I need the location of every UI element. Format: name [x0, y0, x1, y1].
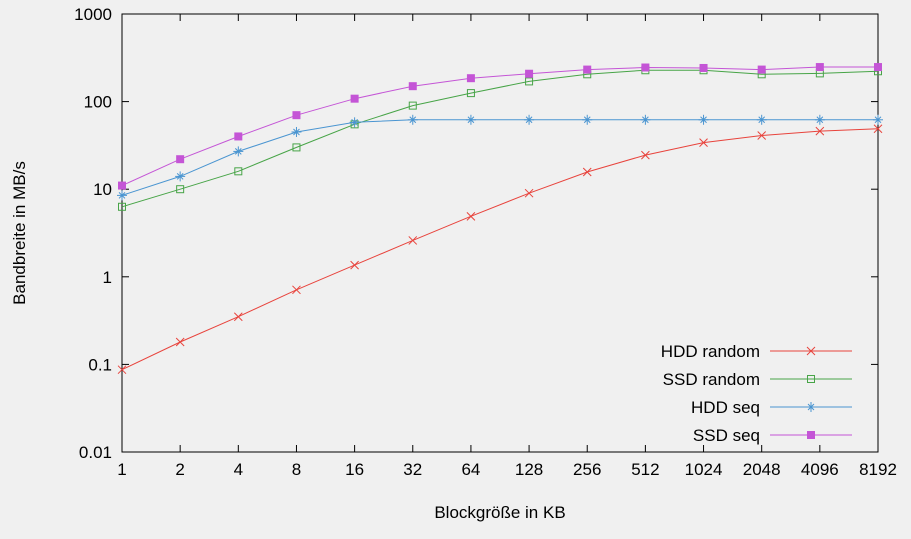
x-tick-label: 4096 — [801, 460, 839, 479]
y-axis-title: Bandbreite in MB/s — [10, 161, 29, 305]
asterisk-marker — [525, 116, 533, 124]
x-tick-label: 1024 — [685, 460, 723, 479]
legend-label: HDD seq — [691, 398, 760, 417]
open-square-marker — [234, 167, 243, 176]
cross-marker — [466, 211, 476, 221]
y-tick-label: 1000 — [74, 5, 112, 24]
asterisk-marker — [467, 116, 475, 124]
filled-square-marker — [815, 63, 824, 72]
filled-square-marker — [466, 74, 475, 83]
x-tick-label: 8192 — [859, 460, 897, 479]
x-tick-label: 2 — [175, 460, 184, 479]
x-tick-label: 128 — [515, 460, 543, 479]
filled-square-marker — [292, 111, 301, 120]
open-square-marker — [807, 375, 815, 383]
cross-marker — [582, 167, 592, 177]
legend: HDD random SSD random HDD seq SSD seq — [661, 342, 852, 445]
asterisk-marker — [118, 192, 126, 199]
x-tick-label: 256 — [573, 460, 601, 479]
cross-marker — [117, 365, 127, 375]
series-line-ssd-seq — [121, 66, 878, 187]
cross-marker — [524, 188, 534, 198]
cross-marker — [806, 346, 816, 356]
asterisk-marker — [758, 116, 766, 124]
cross-marker — [641, 150, 650, 160]
open-square-marker — [176, 185, 185, 194]
plot-border — [121, 13, 879, 453]
asterisk-marker — [700, 116, 707, 124]
filled-square-marker — [807, 431, 815, 439]
filled-square-marker — [525, 69, 534, 78]
open-square-marker — [292, 143, 301, 152]
asterisk-marker — [293, 128, 300, 136]
open-square-marker — [118, 202, 126, 211]
asterisk-marker — [874, 116, 882, 124]
legend-label: SSD seq — [693, 426, 760, 445]
filled-square-marker — [408, 82, 417, 91]
cross-marker — [873, 124, 883, 134]
legend-label: HDD random — [661, 342, 760, 361]
x-tick-label: 512 — [631, 460, 659, 479]
cross-marker — [175, 337, 185, 347]
x-axis-title: Blockgröße in KB — [434, 503, 565, 522]
y-tick-label: 0.1 — [88, 355, 112, 374]
y-tick-label: 1 — [103, 268, 112, 287]
asterisk-marker — [234, 148, 242, 155]
asterisk-marker — [583, 116, 591, 124]
asterisk-marker — [351, 118, 358, 126]
y-tick-label: 0.01 — [79, 443, 112, 462]
asterisk-marker — [176, 173, 184, 180]
cross-marker — [408, 236, 418, 245]
filled-square-marker — [118, 181, 126, 190]
series-line-ssd-random — [121, 69, 879, 208]
cross-marker — [815, 126, 825, 136]
series-line-hdd-random — [121, 128, 879, 371]
filled-square-marker — [699, 63, 708, 72]
x-tick-label: 16 — [345, 460, 364, 479]
asterisk-marker — [642, 116, 649, 124]
y-tick-label: 10 — [93, 180, 112, 199]
x-tick-label: 4 — [234, 460, 243, 479]
x-tick-label: 64 — [461, 460, 480, 479]
x-tick-label: 1 — [117, 460, 126, 479]
filled-square-marker — [641, 63, 650, 72]
filled-square-marker — [350, 94, 359, 103]
filled-square-marker — [176, 155, 185, 164]
filled-square-marker — [234, 132, 243, 141]
open-square-marker — [466, 89, 475, 98]
cross-marker — [292, 285, 301, 295]
x-tick-label: 32 — [403, 460, 422, 479]
open-square-marker — [525, 77, 534, 86]
cross-marker — [757, 131, 767, 140]
filled-square-marker — [874, 63, 882, 72]
asterisk-marker — [816, 116, 824, 124]
filled-square-marker — [583, 65, 592, 74]
filled-square-marker — [757, 65, 766, 74]
y-tick-label: 100 — [84, 93, 112, 112]
asterisk-marker — [807, 403, 815, 411]
cross-marker — [350, 260, 359, 270]
series-line-hdd-seq — [121, 119, 878, 196]
x-tick-label: 2048 — [743, 460, 781, 479]
asterisk-marker — [409, 116, 417, 124]
axes-group: 1 2 4 8 16 32 64 128 256 512 1024 2048 4096 8192 0.01 0… — [74, 5, 897, 479]
cross-marker — [233, 312, 243, 322]
series-group — [117, 63, 883, 375]
cross-marker — [699, 138, 708, 147]
open-square-marker — [408, 101, 417, 110]
legend-label: SSD random — [663, 370, 760, 389]
x-tick-label: 8 — [292, 460, 301, 479]
